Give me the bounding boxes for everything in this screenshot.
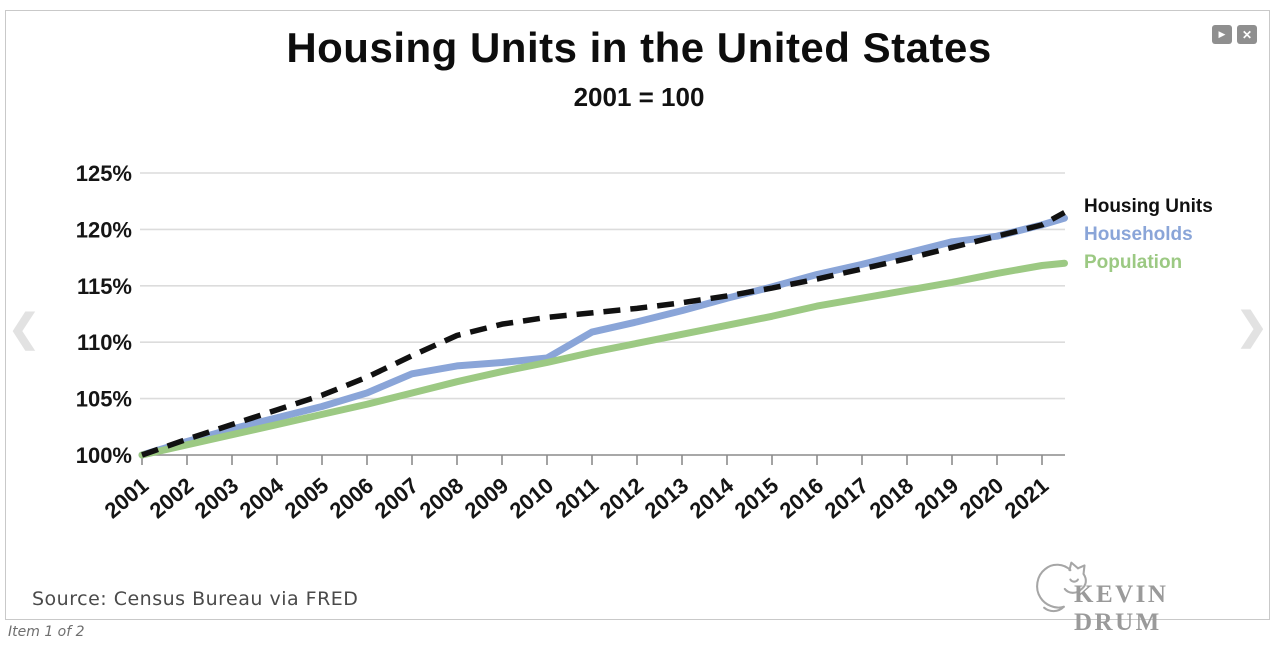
svg-text:2007: 2007 <box>370 473 424 524</box>
item-counter: Item 1 of 2 <box>8 624 85 640</box>
svg-text:2019: 2019 <box>910 473 964 524</box>
svg-text:2013: 2013 <box>640 473 694 524</box>
svg-text:125%: 125% <box>76 161 132 186</box>
svg-text:2009: 2009 <box>460 473 514 524</box>
legend-households: Households <box>1084 224 1193 245</box>
page-subtitle: 2001 = 100 <box>573 82 705 112</box>
svg-text:2012: 2012 <box>595 473 649 524</box>
close-button[interactable]: ✕ <box>1237 25 1257 44</box>
svg-text:2003: 2003 <box>190 473 244 524</box>
svg-text:2001: 2001 <box>100 473 154 524</box>
chevron-right-icon: ❯ <box>1236 306 1268 348</box>
svg-text:2014: 2014 <box>685 472 739 523</box>
legend-population: Population <box>1084 252 1183 273</box>
svg-text:100%: 100% <box>76 443 132 468</box>
page-title: Housing Units in the United States <box>286 24 992 71</box>
legend-housing-units: Housing Units <box>1084 196 1213 217</box>
svg-text:2018: 2018 <box>865 473 919 524</box>
svg-text:2017: 2017 <box>820 473 874 524</box>
chevron-left-icon: ❮ <box>8 308 40 350</box>
svg-text:2006: 2006 <box>325 473 379 524</box>
next-slide-button[interactable]: ❯ <box>1236 308 1268 346</box>
cat-icon <box>1036 561 1087 613</box>
svg-text:120%: 120% <box>76 217 132 242</box>
close-icon: ✕ <box>1241 27 1253 42</box>
svg-text:2011: 2011 <box>551 473 604 523</box>
svg-text:115%: 115% <box>77 274 132 299</box>
prev-slide-button[interactable]: ❮ <box>8 310 40 348</box>
legend: Housing Units Households Population <box>1084 193 1213 277</box>
slide-frame <box>5 10 1270 620</box>
svg-text:2010: 2010 <box>505 473 559 524</box>
svg-text:110%: 110% <box>77 330 132 355</box>
kevin-drum-logo: KEVIN DRUM <box>1030 560 1260 636</box>
svg-text:2008: 2008 <box>415 473 469 524</box>
svg-text:2015: 2015 <box>730 473 784 524</box>
svg-text:105%: 105% <box>76 387 132 412</box>
play-button[interactable]: ▶ <box>1212 25 1232 44</box>
source-note: Source: Census Bureau via FRED <box>32 588 359 610</box>
svg-text:2021: 2021 <box>1000 473 1054 524</box>
svg-text:2002: 2002 <box>145 473 199 524</box>
play-icon: ▶ <box>1218 29 1226 39</box>
svg-text:2004: 2004 <box>235 472 289 523</box>
logo-text: KEVIN DRUM <box>1074 581 1169 636</box>
svg-text:2005: 2005 <box>280 473 334 524</box>
svg-text:2020: 2020 <box>955 473 1009 524</box>
svg-text:2016: 2016 <box>775 473 829 524</box>
